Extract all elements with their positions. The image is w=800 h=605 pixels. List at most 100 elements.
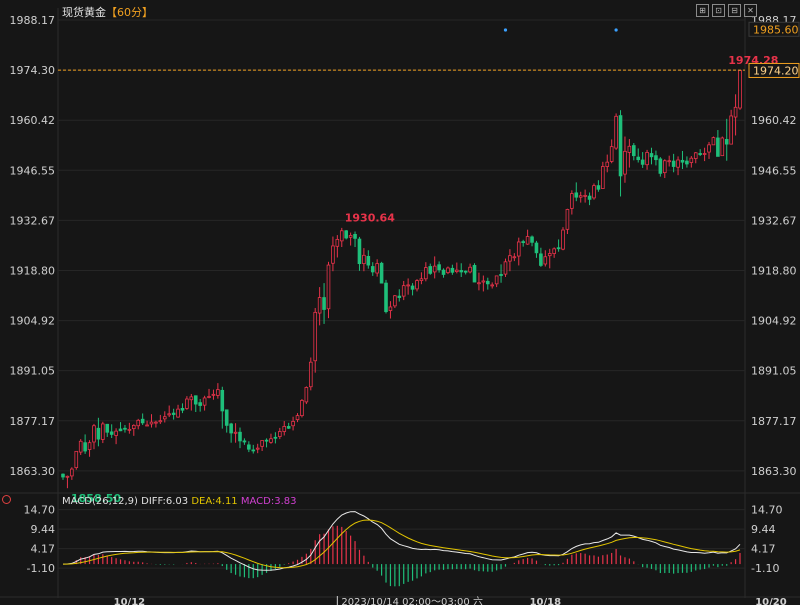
candle-body xyxy=(123,427,127,430)
zoom-icon[interactable]: ⊞ xyxy=(696,4,709,17)
candle-body xyxy=(118,428,123,432)
y-tick-label-right: 1877.17 xyxy=(751,415,797,428)
x-tick-label: 10/20 xyxy=(755,597,787,605)
candle-body xyxy=(424,267,428,280)
candle-body xyxy=(437,264,441,271)
candle-body xyxy=(282,426,287,432)
candle-body xyxy=(499,274,503,276)
candle-body xyxy=(255,447,260,450)
candle-body xyxy=(171,412,176,415)
candle-body xyxy=(331,245,335,264)
macd-y-tick-right: 14.70 xyxy=(751,504,783,517)
macd-diff-line xyxy=(62,511,741,571)
candle-body xyxy=(636,156,641,161)
y-tick-label-left: 1988.17 xyxy=(10,14,56,27)
candle-body xyxy=(410,285,415,290)
candle-body xyxy=(291,421,295,427)
candle-body xyxy=(295,415,300,420)
y-tick-label-right: 1918.80 xyxy=(751,264,797,277)
candle-body xyxy=(269,438,273,443)
grid-lines xyxy=(0,8,800,598)
candle-body xyxy=(503,261,508,275)
candle-body xyxy=(74,450,79,469)
candle-body xyxy=(450,267,455,273)
candle-body xyxy=(618,115,623,177)
candle-body xyxy=(698,153,702,155)
candle-body xyxy=(570,193,574,209)
candle-body xyxy=(627,145,632,153)
candle-body xyxy=(490,284,495,287)
candle-body xyxy=(317,297,322,314)
candle-body xyxy=(565,209,570,230)
expand-icon[interactable]: ⊡ xyxy=(712,4,725,17)
candle-body xyxy=(304,387,309,403)
macd-indicator-name[interactable]: MACD(26,12,9) xyxy=(62,496,138,507)
candle-body xyxy=(521,241,525,243)
candle-body xyxy=(614,115,618,149)
candle-body xyxy=(78,440,83,453)
event-marker xyxy=(614,28,618,32)
candle-body xyxy=(561,229,565,250)
high-price-tag xyxy=(748,21,800,37)
period-label[interactable]: 【60分】 xyxy=(106,6,153,19)
candle-body xyxy=(224,409,229,426)
candle-body xyxy=(388,306,393,311)
candle-body xyxy=(547,253,552,257)
candle-body xyxy=(654,155,658,161)
x-tick-label: 10/12 xyxy=(114,597,146,605)
candle-body xyxy=(61,473,65,478)
y-tick-label-left: 1960.42 xyxy=(10,114,56,127)
candle-body xyxy=(401,285,406,297)
candle-body xyxy=(472,265,477,283)
candle-body xyxy=(676,159,680,168)
candle-body xyxy=(176,408,180,418)
macd-y-tick-left: 14.70 xyxy=(24,504,56,517)
candle-body xyxy=(693,152,698,159)
candle-body xyxy=(92,425,96,443)
candle-body xyxy=(202,397,207,406)
candle-body xyxy=(362,254,366,265)
candle-body xyxy=(313,311,318,362)
y-tick-label-left: 1946.55 xyxy=(10,164,56,177)
candle-body xyxy=(242,440,247,443)
candle-body xyxy=(481,280,486,283)
candles-group xyxy=(61,70,742,489)
candle-body xyxy=(353,233,357,239)
macd-y-tick-right: 9.44 xyxy=(751,523,776,536)
candle-body xyxy=(689,157,694,163)
candle-body xyxy=(596,185,601,190)
candle-body xyxy=(339,230,344,242)
candle-body xyxy=(247,444,251,450)
macd-y-tick-left: 9.44 xyxy=(31,523,56,536)
macd-group xyxy=(62,511,741,587)
candle-body xyxy=(308,361,313,388)
candle-body xyxy=(264,439,269,442)
close-icon[interactable]: ✕ xyxy=(744,4,757,17)
candle-body xyxy=(485,280,490,285)
price-tag-label: 1974.20 xyxy=(753,64,799,77)
candle-body xyxy=(508,255,512,262)
macd-hist-value: MACD:3.83 xyxy=(240,496,297,507)
candle-body xyxy=(530,236,534,243)
x-tick-label: 10/18 xyxy=(530,597,562,605)
indicator-settings-icon[interactable] xyxy=(2,495,11,504)
macd-y-tick-right: 4.17 xyxy=(751,543,776,556)
chart-title: 现货黄金【60分】 xyxy=(62,4,153,20)
candle-body xyxy=(193,395,198,405)
candle-body xyxy=(662,160,667,174)
candle-body xyxy=(189,396,194,401)
candle-body xyxy=(216,389,220,396)
event-marker xyxy=(503,28,508,32)
candle-body xyxy=(167,413,171,416)
candle-body xyxy=(286,426,291,429)
candle-body xyxy=(251,449,256,452)
candle-body xyxy=(96,427,101,440)
candle-body xyxy=(145,424,149,427)
candle-body xyxy=(556,247,561,250)
candle-body xyxy=(70,468,74,477)
candle-body xyxy=(609,146,614,162)
collapse-icon[interactable]: ⊟ xyxy=(728,4,741,17)
crosshair-time-label: 2023/10/14 02:00～03:00 六 xyxy=(341,596,483,605)
candle-body xyxy=(207,396,211,398)
